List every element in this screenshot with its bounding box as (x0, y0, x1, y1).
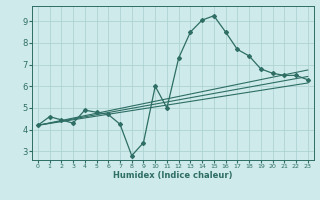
X-axis label: Humidex (Indice chaleur): Humidex (Indice chaleur) (113, 171, 233, 180)
